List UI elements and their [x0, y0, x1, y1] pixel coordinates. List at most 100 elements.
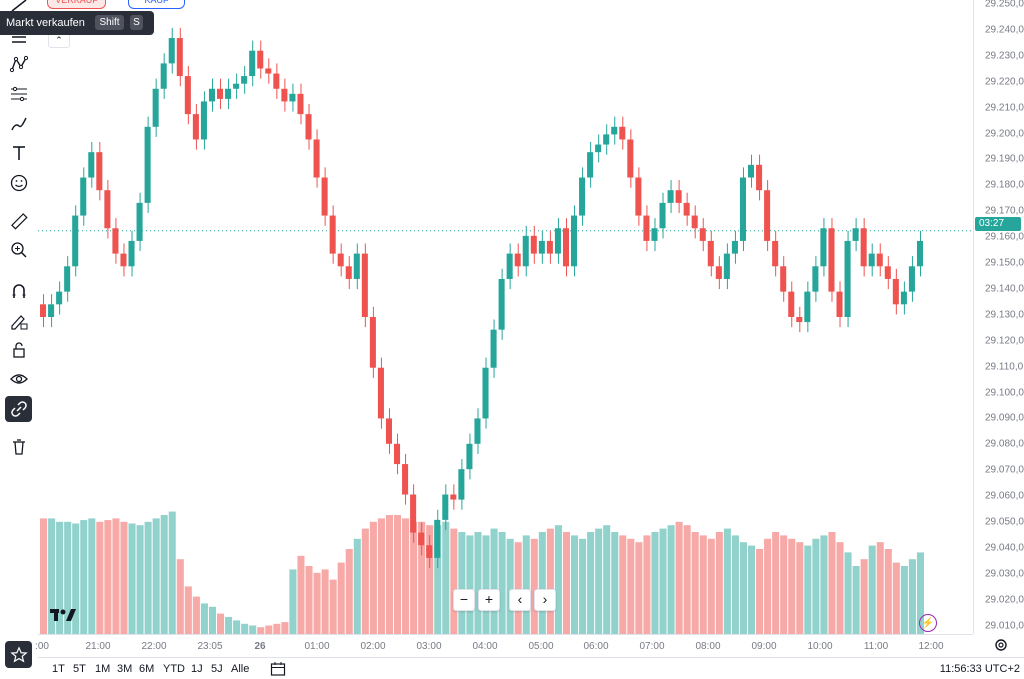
scroll-right-button[interactable]: ›: [534, 589, 556, 611]
candle-body: [852, 228, 859, 241]
range-button-6m[interactable]: 6M: [139, 663, 155, 675]
price-tick-label: 29.060,0: [985, 490, 1024, 502]
volume-bar: [715, 532, 723, 634]
lock-draw-icon[interactable]: [5, 308, 32, 334]
volume-bar: [643, 535, 651, 634]
volume-bar: [482, 535, 490, 634]
magnet-icon[interactable]: [5, 278, 32, 304]
candle-body: [482, 367, 489, 419]
price-tick-label: 29.210,0: [985, 102, 1024, 114]
range-button-1t[interactable]: 1T: [52, 663, 65, 675]
gear-icon[interactable]: [993, 637, 1009, 653]
volume-bar: [217, 613, 225, 634]
volume-bar: [48, 518, 56, 634]
volume-bar: [305, 566, 313, 634]
candle-body: [554, 228, 561, 254]
text-icon[interactable]: [5, 140, 32, 166]
time-tick-label: 21:00: [85, 641, 111, 652]
volume-bar: [651, 532, 659, 634]
time-tick-label: 12:00: [918, 641, 944, 652]
time-tick-label: 05:00: [528, 641, 554, 652]
volume-bar: [699, 535, 707, 634]
time-tick-label: 07:00: [639, 641, 665, 652]
volume-bar: [796, 542, 804, 634]
drawing-toolbar: [0, 0, 37, 678]
trash-icon[interactable]: [5, 434, 32, 460]
candle-body: [402, 464, 409, 495]
sell-button[interactable]: VERKAUF: [47, 0, 106, 9]
tradingview-logo-icon[interactable]: [50, 608, 76, 622]
candle-body: [112, 228, 119, 254]
candle-body: [353, 253, 360, 279]
volume-bar: [273, 623, 281, 634]
eye-icon[interactable]: [5, 366, 32, 392]
candle-body: [530, 235, 537, 254]
volume-bar: [418, 521, 426, 634]
candle-body: [273, 73, 280, 89]
brush-icon[interactable]: [5, 111, 32, 137]
zoom-icon[interactable]: [5, 237, 32, 263]
favorites-star-icon[interactable]: [5, 641, 32, 668]
price-tick-label: 29.030,0: [985, 568, 1024, 580]
volume-bar: [241, 623, 249, 634]
lightning-icon[interactable]: ⚡: [919, 614, 937, 632]
range-button-1j[interactable]: 1J: [191, 663, 203, 675]
candle-body: [96, 152, 103, 191]
range-button-alle[interactable]: Alle: [231, 663, 250, 675]
pattern-icon[interactable]: [5, 51, 32, 77]
volume-bar: [522, 535, 530, 634]
candle-body: [683, 202, 690, 216]
candle-body: [442, 494, 449, 520]
scroll-left-button[interactable]: ‹: [509, 589, 531, 611]
candle-body: [498, 278, 505, 330]
trend-line-icon[interactable]: [5, 28, 32, 54]
candle-body: [152, 88, 159, 127]
volume-bar: [249, 625, 257, 634]
candle-body: [80, 177, 87, 216]
volume-bar: [562, 532, 570, 634]
candle-body: [410, 494, 417, 533]
volume-bar: [442, 521, 450, 634]
time-tick-label: 26: [254, 641, 266, 652]
candle-body: [466, 443, 473, 470]
candle-body: [249, 50, 256, 77]
candle-body: [836, 291, 843, 317]
volume-bar: [603, 525, 611, 634]
fib-icon[interactable]: [5, 81, 32, 107]
volume-bar: [168, 511, 176, 634]
volume-bar: [160, 515, 168, 634]
time-axis[interactable]: :00 21:00 22:00 23:05 26 01:00 02:00 03:00 04:00…: [35, 634, 973, 657]
volume-bar: [313, 572, 321, 634]
range-button-5j[interactable]: 5J: [211, 663, 223, 675]
volume-bar: [208, 606, 216, 634]
candle-body: [764, 190, 771, 241]
calendar-icon[interactable]: [270, 661, 286, 677]
buy-button[interactable]: KAUF: [128, 0, 185, 9]
link-icon[interactable]: [5, 396, 32, 422]
crosshair-icon[interactable]: [8, 0, 30, 12]
candle-body: [369, 317, 376, 368]
lock-icon[interactable]: [5, 337, 32, 363]
range-button-1m[interactable]: 1M: [95, 663, 111, 675]
volume-bar: [635, 542, 643, 634]
volume-bar: [490, 528, 498, 634]
zoom-in-button[interactable]: +: [478, 589, 500, 611]
range-button-3m[interactable]: 3M: [117, 663, 133, 675]
range-button-5t[interactable]: 5T: [73, 663, 86, 675]
emoji-icon[interactable]: [5, 170, 32, 196]
candle-body: [571, 215, 578, 267]
volume-bar: [112, 518, 120, 634]
price-tick-label: 29.120,0: [985, 335, 1024, 347]
candle-body: [329, 215, 336, 254]
candle-body: [40, 304, 47, 317]
candle-body: [635, 177, 642, 216]
price-axis[interactable]: 29.250,0 29.240,0 29.230,0 29.220,0 29.210,0…: [973, 0, 1024, 634]
ruler-icon[interactable]: [5, 208, 32, 234]
price-tick-label: 29.080,0: [985, 438, 1024, 450]
clock[interactable]: 11:56:33 UTC+2: [939, 663, 1020, 675]
chart-area[interactable]: [38, 0, 973, 634]
range-button-ytd[interactable]: YTD: [163, 663, 185, 675]
volume-bar: [329, 579, 337, 634]
zoom-out-button[interactable]: −: [453, 589, 475, 611]
tooltip: Markt verkaufen Shift S: [0, 11, 154, 35]
